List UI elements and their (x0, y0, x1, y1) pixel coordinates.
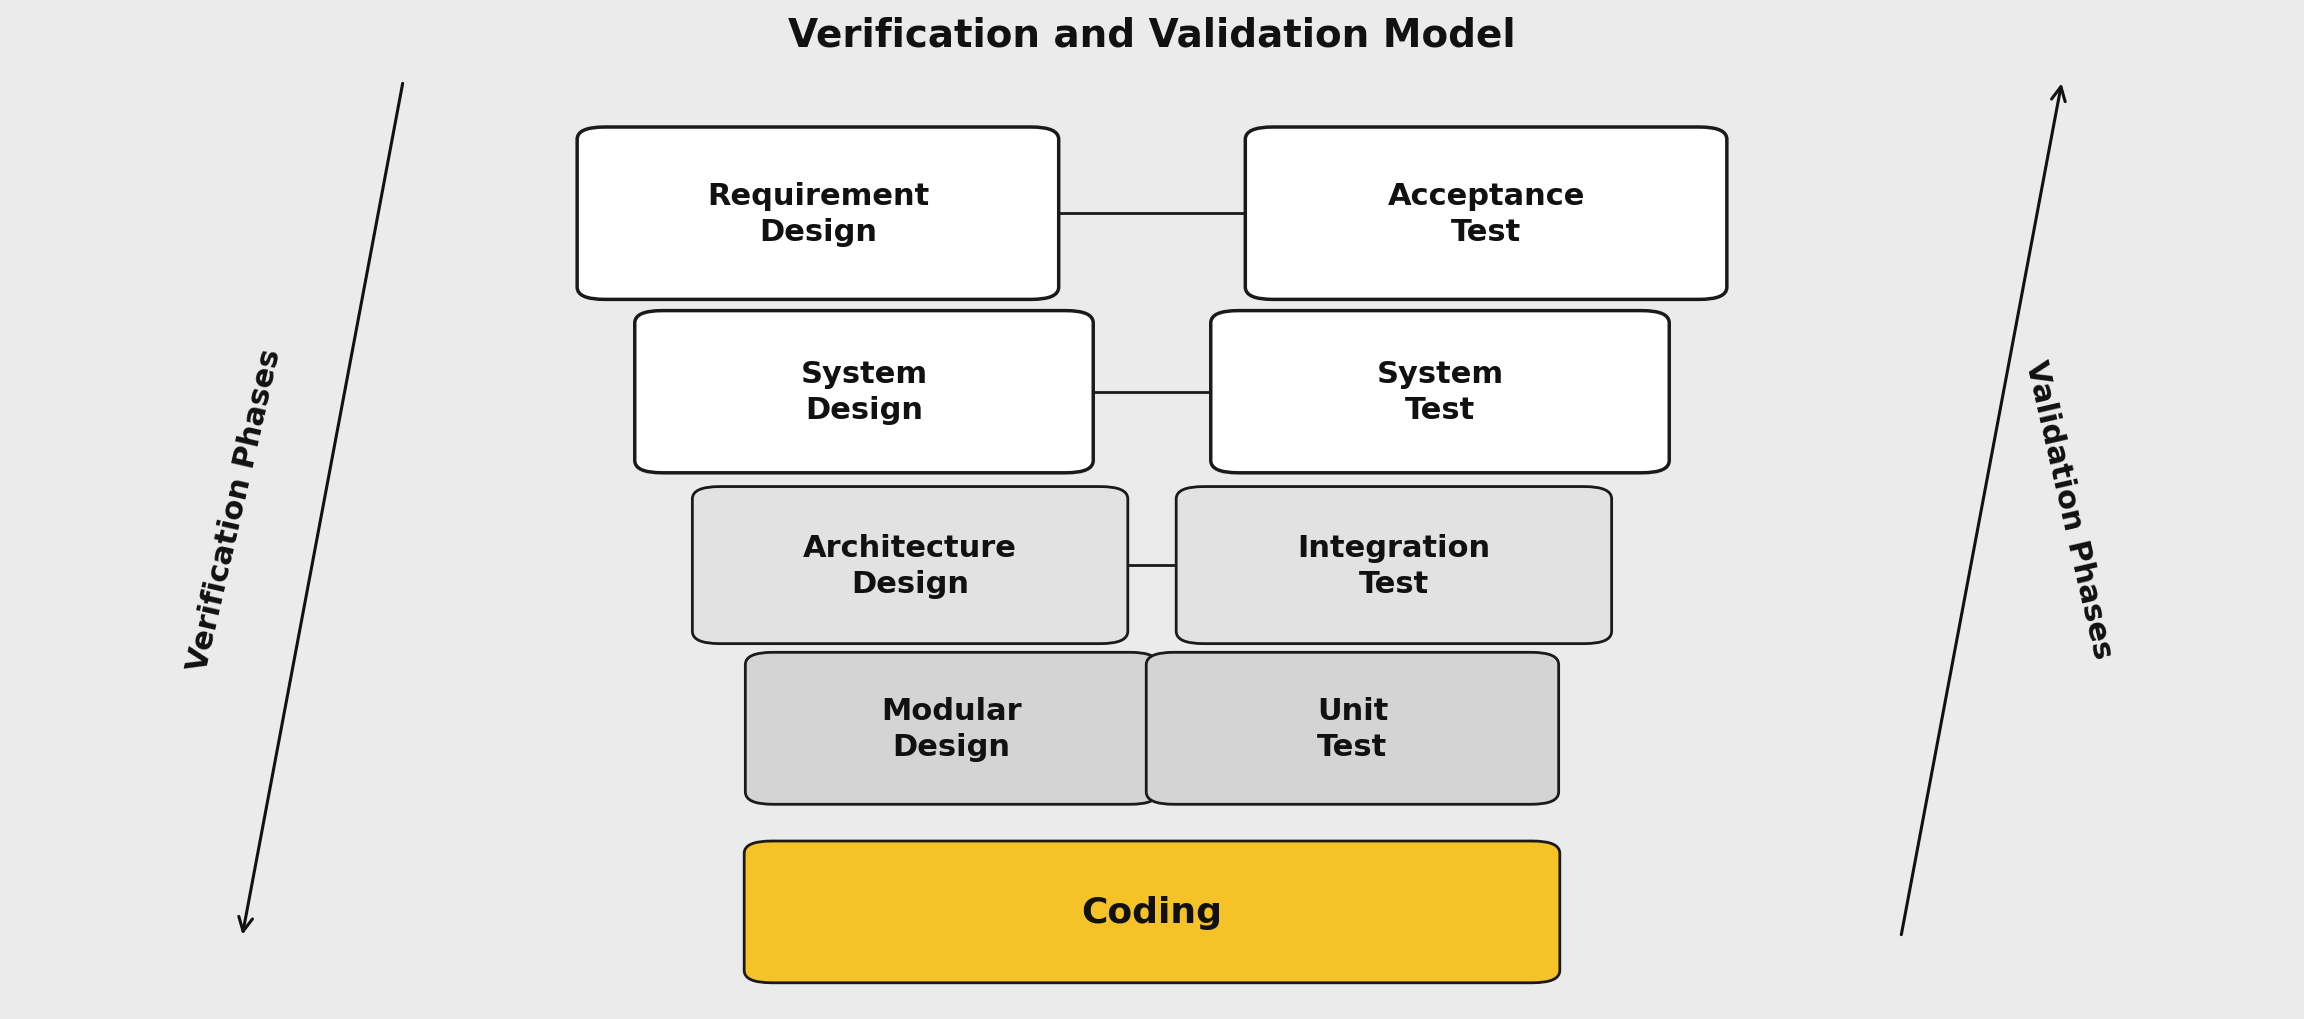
Text: System
Test: System Test (1375, 360, 1505, 425)
Text: Architecture
Design: Architecture Design (804, 533, 1016, 598)
FancyBboxPatch shape (744, 653, 1157, 805)
FancyBboxPatch shape (634, 312, 1092, 473)
FancyBboxPatch shape (1212, 312, 1668, 473)
FancyBboxPatch shape (744, 842, 1560, 982)
Text: Modular
Design: Modular Design (880, 696, 1023, 761)
FancyBboxPatch shape (691, 487, 1129, 644)
FancyBboxPatch shape (1175, 487, 1613, 644)
Text: Unit
Test: Unit Test (1318, 696, 1387, 761)
Text: Coding: Coding (1081, 895, 1223, 929)
Text: Integration
Test: Integration Test (1297, 533, 1491, 598)
FancyBboxPatch shape (1145, 653, 1558, 805)
Text: Validation Phases: Validation Phases (2021, 358, 2117, 661)
Text: Acceptance
Test: Acceptance Test (1387, 181, 1585, 247)
Text: System
Design: System Design (799, 360, 929, 425)
FancyBboxPatch shape (1244, 127, 1728, 300)
Text: Verification and Validation Model: Verification and Validation Model (788, 16, 1516, 55)
Text: Requirement
Design: Requirement Design (707, 181, 929, 247)
Text: Verification Phases: Verification Phases (184, 345, 286, 674)
FancyBboxPatch shape (576, 127, 1058, 300)
